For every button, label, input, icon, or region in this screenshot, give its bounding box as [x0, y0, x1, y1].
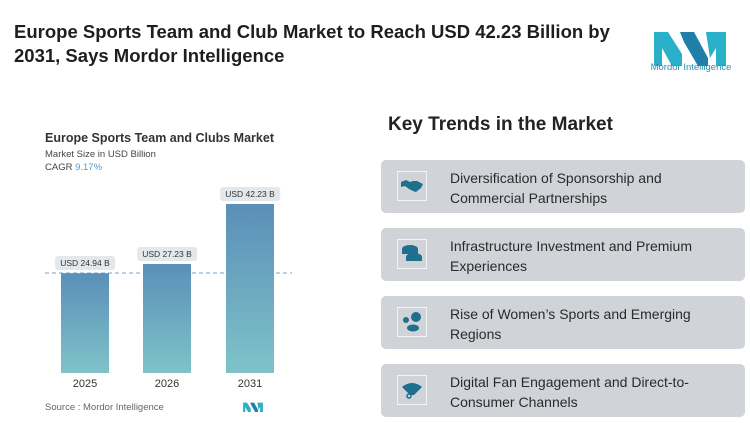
handshake-icon	[397, 171, 427, 201]
x-tick-label: 2026	[154, 378, 180, 390]
fan-icon	[397, 375, 427, 405]
bar-2025	[61, 273, 109, 373]
bar-2031	[226, 204, 274, 373]
trend-card: Infrastructure Investment and Premium Ex…	[381, 228, 745, 281]
chart-subtitle: Market Size in USD Billion	[45, 149, 156, 160]
trend-card: Diversification of Sponsorship and Comme…	[381, 160, 745, 213]
logo-text: Mordor Intelligence	[650, 62, 732, 73]
page-title: Europe Sports Team and Club Market to Re…	[14, 21, 610, 66]
bar-chart	[45, 204, 292, 373]
trend-card: Rise of Women’s Sports and Emerging Regi…	[381, 296, 745, 349]
trends-title: Key Trends in the Market	[388, 114, 613, 135]
trend-label: Rise of Women’s Sports and Emerging Regi…	[450, 306, 691, 342]
x-tick-label: 2025	[72, 378, 98, 390]
data-label: USD 24.94 B	[55, 256, 115, 271]
trend-label: Digital Fan Engagement and Direct-to-Con…	[450, 374, 689, 410]
x-tick-label: 2031	[237, 378, 263, 390]
bar-2026	[143, 264, 191, 373]
data-label: USD 27.23 B	[137, 247, 197, 262]
source-logo-icon	[243, 402, 263, 412]
cagr: CAGR 9.17%	[45, 162, 102, 173]
stadium-icon	[397, 239, 427, 269]
data-label: USD 42.23 B	[220, 187, 280, 201]
chart-title: Europe Sports Team and Clubs Market	[45, 131, 274, 145]
cagr-value: 9.17%	[75, 162, 103, 173]
chart-source: Source : Mordor Intelligence	[45, 402, 164, 413]
trend-label: Diversification of Sponsorship and Comme…	[450, 170, 662, 206]
cagr-label: CAGR	[45, 162, 73, 173]
trend-card: Digital Fan Engagement and Direct-to-Con…	[381, 364, 745, 417]
mordor-logo	[654, 32, 726, 66]
trend-label: Infrastructure Investment and Premium Ex…	[450, 238, 692, 274]
sports-balls-icon	[397, 307, 427, 337]
